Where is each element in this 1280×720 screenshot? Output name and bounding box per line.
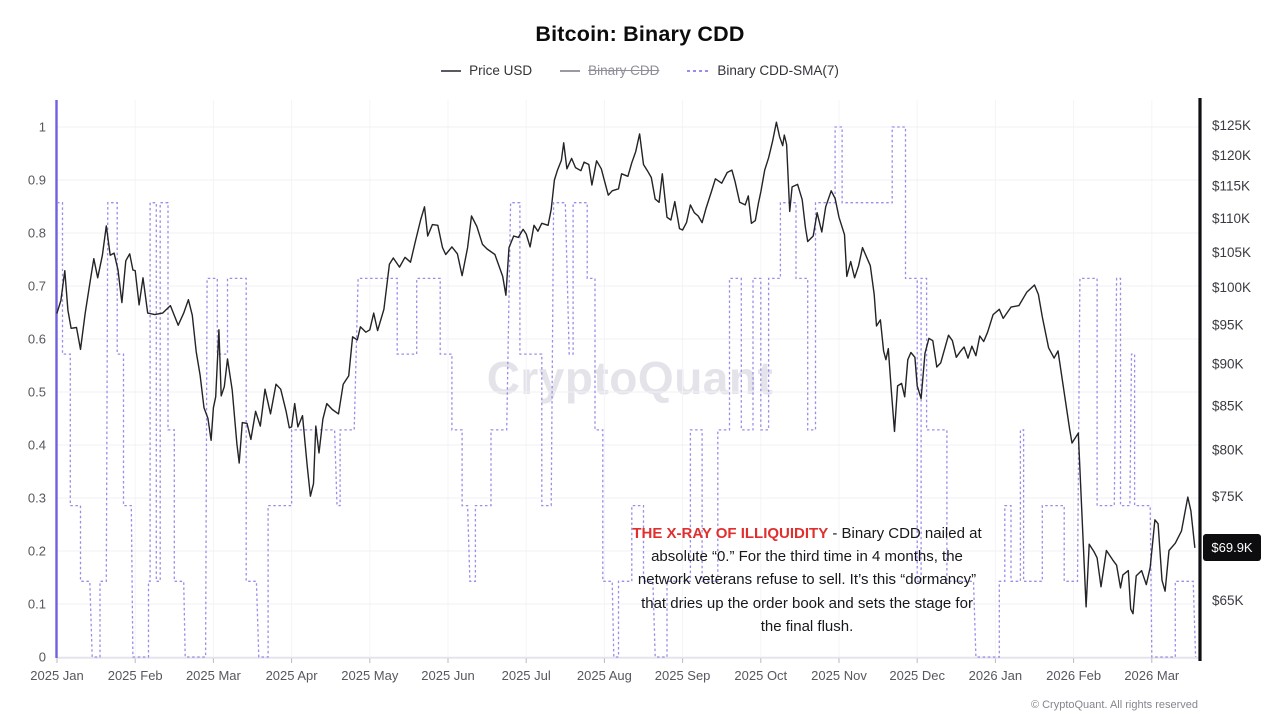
sma-dashed-line-marker-icon (687, 69, 710, 72)
annotation-body: - Binary CDD nailed at absolute “0.” For… (637, 525, 982, 635)
annotation-highlight: THE X-RAY OF ILLIQUIDITY (632, 525, 829, 542)
svg-text:$105K: $105K (1212, 245, 1251, 260)
svg-text:$110K: $110K (1212, 211, 1250, 226)
svg-text:$125K: $125K (1212, 118, 1251, 133)
svg-text:$75K: $75K (1212, 489, 1244, 504)
svg-text:$120K: $120K (1212, 148, 1251, 163)
legend-item-binary-cdd-sma[interactable]: Binary CDD-SMA(7) (687, 63, 839, 78)
svg-text:2026 Mar: 2026 Mar (1124, 668, 1180, 683)
binary-cdd-line-marker-icon (560, 69, 581, 72)
price-line-marker-icon (441, 69, 462, 72)
svg-text:2025 Mar: 2025 Mar (186, 668, 242, 683)
svg-text:$95K: $95K (1212, 318, 1244, 333)
last-price-badge: $69.9K (1203, 534, 1261, 561)
legend-label-price-usd: Price USD (469, 63, 533, 78)
svg-text:0.7: 0.7 (28, 279, 46, 294)
svg-text:$90K: $90K (1212, 357, 1244, 372)
svg-text:0.8: 0.8 (28, 226, 46, 241)
svg-text:0.3: 0.3 (28, 491, 46, 506)
svg-text:0.1: 0.1 (28, 597, 46, 612)
svg-text:$115K: $115K (1212, 179, 1250, 194)
svg-text:2025 Jun: 2025 Jun (421, 668, 475, 683)
svg-text:$85K: $85K (1212, 398, 1244, 413)
svg-text:$100K: $100K (1212, 280, 1251, 295)
svg-text:2025 Sep: 2025 Sep (655, 668, 711, 683)
svg-text:0.9: 0.9 (28, 173, 46, 188)
svg-text:0.4: 0.4 (28, 438, 46, 453)
svg-text:2025 Dec: 2025 Dec (889, 668, 945, 683)
svg-text:1: 1 (39, 120, 46, 135)
svg-text:2025 Aug: 2025 Aug (577, 668, 632, 683)
legend-item-binary-cdd[interactable]: Binary CDD (560, 63, 659, 78)
svg-text:$65K: $65K (1212, 593, 1244, 608)
svg-text:2025 Jul: 2025 Jul (502, 668, 551, 683)
svg-text:2025 Jan: 2025 Jan (30, 668, 84, 683)
copyright-notice: © CryptoQuant. All rights reserved (1030, 699, 1198, 711)
legend-label-binary-cdd: Binary CDD (588, 63, 660, 78)
analyst-annotation: THE X-RAY OF ILLIQUIDITY - Binary CDD na… (630, 522, 984, 638)
page-title: Bitcoin: Binary CDD (535, 22, 745, 46)
svg-text:0.6: 0.6 (28, 332, 46, 347)
svg-text:0: 0 (39, 650, 46, 665)
legend-label-binary-cdd-sma: Binary CDD-SMA(7) (717, 63, 839, 78)
svg-text:2026 Jan: 2026 Jan (969, 668, 1023, 683)
chart-legend: Price USD Binary CDD Binary CDD-SMA(7) (0, 63, 1280, 78)
svg-text:0.5: 0.5 (28, 385, 46, 400)
svg-text:2026 Feb: 2026 Feb (1046, 668, 1101, 683)
svg-text:0.2: 0.2 (28, 544, 46, 559)
svg-text:2025 Apr: 2025 Apr (266, 668, 319, 683)
legend-item-price-usd[interactable]: Price USD (441, 63, 532, 78)
svg-text:2025 May: 2025 May (341, 668, 399, 683)
svg-text:2025 Feb: 2025 Feb (108, 668, 163, 683)
svg-text:2025 Nov: 2025 Nov (811, 668, 867, 683)
svg-text:2025 Oct: 2025 Oct (734, 668, 787, 683)
svg-text:$80K: $80K (1212, 442, 1244, 457)
